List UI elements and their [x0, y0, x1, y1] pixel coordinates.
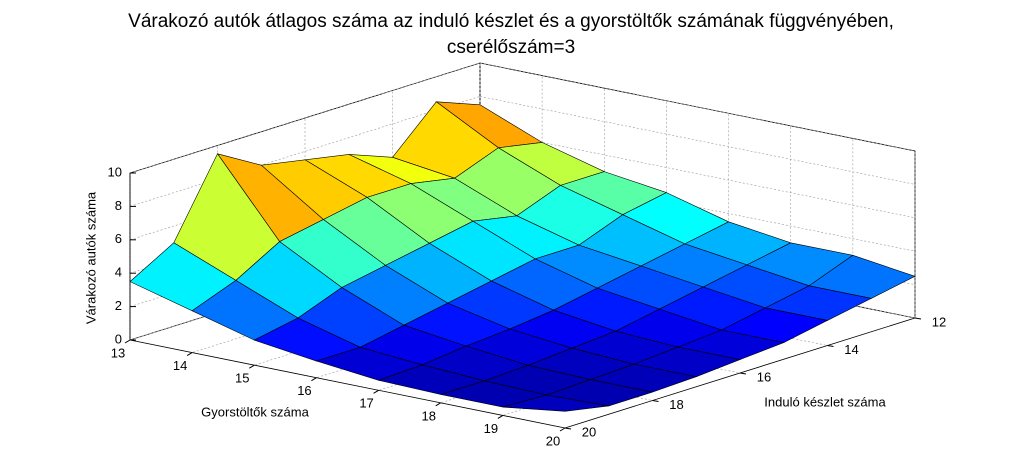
- x-tick: [435, 402, 441, 407]
- x-tick: [373, 389, 379, 394]
- y-tick: [827, 345, 834, 347]
- x-tick: [186, 352, 193, 357]
- axis-line: [129, 339, 566, 429]
- x-tick-label: 15: [235, 371, 249, 386]
- y-axis-label: Induló készlet száma: [764, 394, 886, 409]
- y-tick: [914, 317, 922, 320]
- x-tick: [559, 427, 566, 432]
- surface-face: [502, 394, 609, 412]
- x-tick-label: 18: [421, 408, 435, 423]
- x-tick-label: 17: [359, 396, 373, 411]
- z-tick-label: 8: [115, 198, 122, 213]
- grid-line: [479, 96, 916, 185]
- chart-title: Várakozó autók átlagos száma az induló k…: [128, 11, 894, 32]
- x-tick: [124, 339, 131, 344]
- x-tick: [311, 377, 317, 382]
- grid-line: [129, 96, 481, 207]
- y-tick-label: 18: [669, 397, 683, 412]
- grid-line: [479, 62, 916, 152]
- y-tick-label: 14: [844, 342, 858, 357]
- x-tick: [497, 414, 504, 419]
- x-tick-label: 16: [297, 383, 311, 398]
- x-axis-label: Gyorstöltők száma: [201, 404, 309, 419]
- y-tick-label: 12: [932, 314, 946, 329]
- y-tick: [739, 372, 747, 375]
- z-tick-label: 4: [115, 265, 122, 280]
- chart-title: cserélőszám=3: [447, 37, 575, 58]
- z-tick-label: 6: [115, 231, 122, 246]
- x-tick-label: 14: [173, 358, 187, 373]
- grid-line: [479, 129, 916, 219]
- x-tick-label: 13: [111, 345, 125, 360]
- z-tick-label: 0: [115, 331, 122, 346]
- grid-line: [129, 62, 481, 174]
- y-tick-label: 20: [582, 424, 596, 439]
- z-axis-label: Várakozó autók száma: [83, 191, 98, 324]
- x-tick-label: 19: [484, 421, 498, 436]
- z-tick-label: 10: [108, 164, 122, 179]
- x-tick-label: 20: [546, 433, 560, 448]
- y-tick-label: 16: [757, 369, 771, 384]
- y-tick: [564, 427, 572, 430]
- x-tick: [249, 364, 255, 369]
- z-tick-label: 2: [115, 298, 122, 313]
- y-tick: [652, 400, 659, 402]
